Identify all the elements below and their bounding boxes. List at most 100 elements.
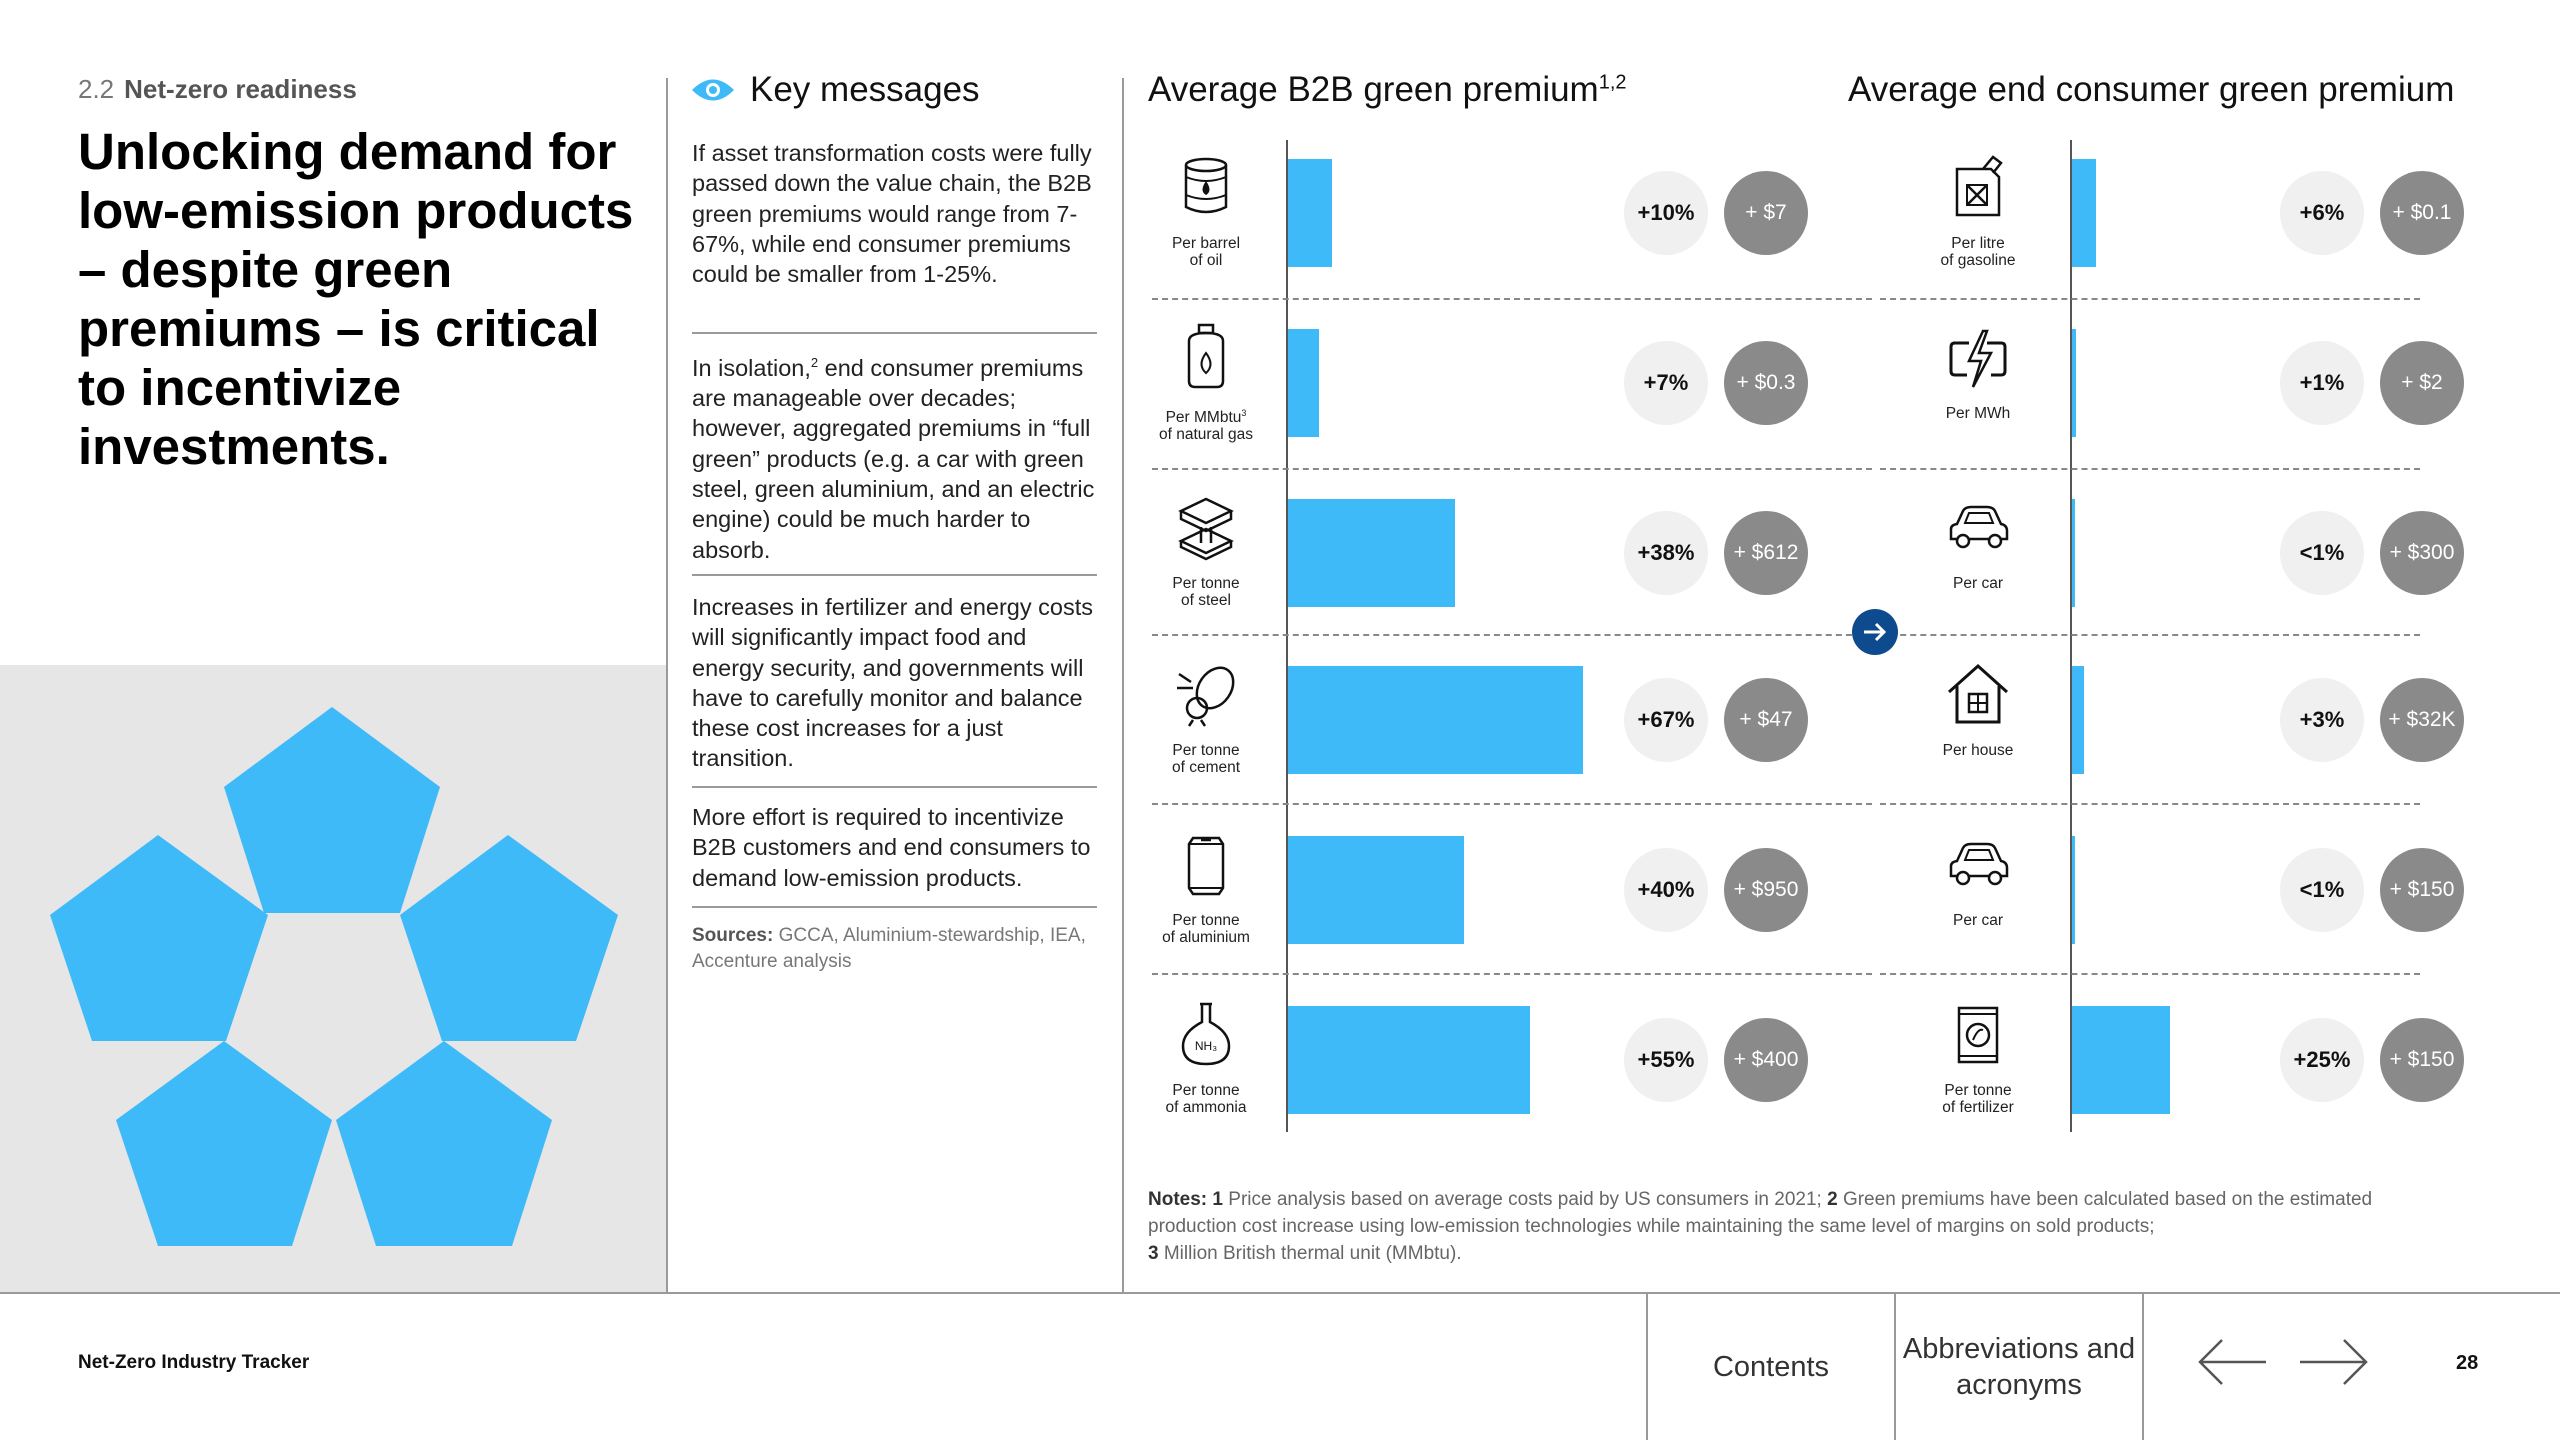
row-separator: [1880, 973, 2420, 975]
key-messages-title: Key messages: [750, 70, 980, 109]
page-number: 28: [2456, 1352, 2479, 1374]
value-label: + $950: [1724, 848, 1808, 932]
fertilizer-bag-icon: [1957, 1006, 1999, 1064]
footer-divider: [1646, 1294, 1648, 1440]
value-label: + $300: [2380, 511, 2464, 595]
category-label: Per MWh: [1945, 405, 2011, 422]
car-icon: [1949, 505, 2009, 549]
key-message-1: If asset transformation costs were fully…: [692, 140, 1092, 288]
b2b-chart-title: Average B2B green premium1,2: [1148, 70, 1627, 109]
percent-label: +1%: [2280, 341, 2364, 425]
bar: [2072, 666, 2084, 774]
contents-button[interactable]: Contents: [1712, 1350, 1830, 1383]
value-label: + $150: [2380, 848, 2464, 932]
ammonia-flask-icon: NH₃: [1181, 1002, 1231, 1066]
bar: [1288, 1006, 1530, 1114]
pentagon-shape: [224, 707, 440, 913]
divider: [692, 332, 1097, 334]
divider: [692, 906, 1097, 908]
value-label: + $612: [1724, 511, 1808, 595]
row-separator: [1880, 634, 2420, 636]
next-page-button[interactable]: [2298, 1336, 2370, 1388]
percent-label: +55%: [1624, 1018, 1708, 1102]
gas-tank-icon: [1187, 323, 1225, 389]
percent-label: +40%: [1624, 848, 1708, 932]
bar: [1288, 159, 1332, 267]
chart-axis: [2070, 140, 2072, 1132]
house-icon: [1947, 663, 2009, 724]
divider: [692, 574, 1097, 576]
value-label: + $150: [2380, 1018, 2464, 1102]
value-label: + $0.3: [1724, 341, 1808, 425]
column-divider: [1122, 78, 1124, 1292]
category-label: Per car: [1953, 912, 2003, 929]
value-label: + $0.1: [2380, 171, 2464, 255]
bar: [1288, 329, 1319, 437]
steel-beam-icon: [1178, 497, 1234, 561]
pentagon-flower-graphic: [50, 707, 618, 1246]
car-icon: [1949, 842, 2009, 886]
percent-label: +38%: [1624, 511, 1708, 595]
value-label: + $47: [1724, 678, 1808, 762]
row-separator: [1880, 803, 2420, 805]
bar: [1288, 836, 1464, 944]
percent-label: +6%: [2280, 171, 2364, 255]
previous-page-button[interactable]: [2196, 1336, 2268, 1388]
cement-mixer-icon: [1177, 666, 1235, 727]
key-message-4: More effort is required to incentivize B…: [692, 804, 1091, 891]
bar: [2072, 836, 2075, 944]
jerrycan-icon: [1955, 155, 2003, 217]
category-label: Per barrel of oil: [1171, 235, 1241, 269]
row-separator: [1152, 298, 1872, 300]
category-label: Per MMbtu3 of natural gas: [1159, 408, 1253, 444]
column-divider: [666, 78, 668, 1292]
footer-divider: [1894, 1294, 1896, 1440]
category-label: Per car: [1953, 575, 2003, 592]
consumer-chart-title: Average end consumer green premium: [1848, 70, 2455, 109]
category-label: Per house: [1942, 742, 2014, 759]
arrow-right-icon: [1864, 622, 1887, 642]
value-label: + $32K: [2380, 678, 2464, 762]
footer-title: Net-Zero Industry Tracker: [78, 1352, 310, 1373]
value-label: + $2: [2380, 341, 2464, 425]
row-separator: [1880, 298, 2420, 300]
bar: [2072, 1006, 2170, 1114]
section-number: 2.2: [78, 74, 115, 104]
bar: [1288, 499, 1455, 607]
bar: [1288, 666, 1583, 774]
sources: Sources: GCCA, Aluminium-stewardship, IE…: [692, 925, 1086, 972]
percent-label: +3%: [2280, 678, 2364, 762]
row-separator: [1880, 468, 2420, 470]
percent-label: <1%: [2280, 511, 2364, 595]
percent-label: +10%: [1624, 171, 1708, 255]
page-title: Unlocking demand for low-emission produc…: [78, 123, 634, 475]
value-label: + $7: [1724, 171, 1808, 255]
row-separator: [1152, 803, 1872, 805]
oil-barrel-icon: [1184, 157, 1228, 214]
value-label: + $400: [1724, 1018, 1808, 1102]
category-label: Per tonne of ammonia: [1165, 1082, 1247, 1116]
chart-axis: [1286, 140, 1288, 1132]
percent-label: +25%: [2280, 1018, 2364, 1102]
key-messages-heading: Key messages: [690, 70, 980, 110]
key-message-3: Increases in fertilizer and energy costs…: [692, 594, 1093, 772]
percent-label: <1%: [2280, 848, 2364, 932]
svg-text:NH₃: NH₃: [1195, 1039, 1217, 1053]
arrow-right-button[interactable]: [1852, 609, 1898, 655]
category-label: Per tonne of aluminium: [1162, 912, 1250, 946]
bar: [2072, 329, 2076, 437]
category-label: Per tonne of steel: [1172, 575, 1240, 609]
bar: [2072, 159, 2096, 267]
section-name: Net-zero readiness: [124, 74, 357, 104]
pentagon-shape: [400, 835, 618, 1041]
key-message-2: In isolation,2 end consumer premiums are…: [692, 354, 1095, 563]
row-separator: [1152, 634, 1872, 636]
pentagon-shape: [116, 1041, 332, 1246]
abbreviations-button[interactable]: Abbreviations and acronyms: [1902, 1333, 2136, 1401]
category-label: Per tonne of cement: [1171, 742, 1241, 776]
aluminium-can-icon: [1187, 836, 1225, 896]
category-label: Per tonne of fertilizer: [1942, 1082, 2014, 1116]
footer-divider: [0, 1292, 2560, 1294]
percent-label: +67%: [1624, 678, 1708, 762]
category-label: Per litre of gasoline: [1940, 235, 2016, 269]
